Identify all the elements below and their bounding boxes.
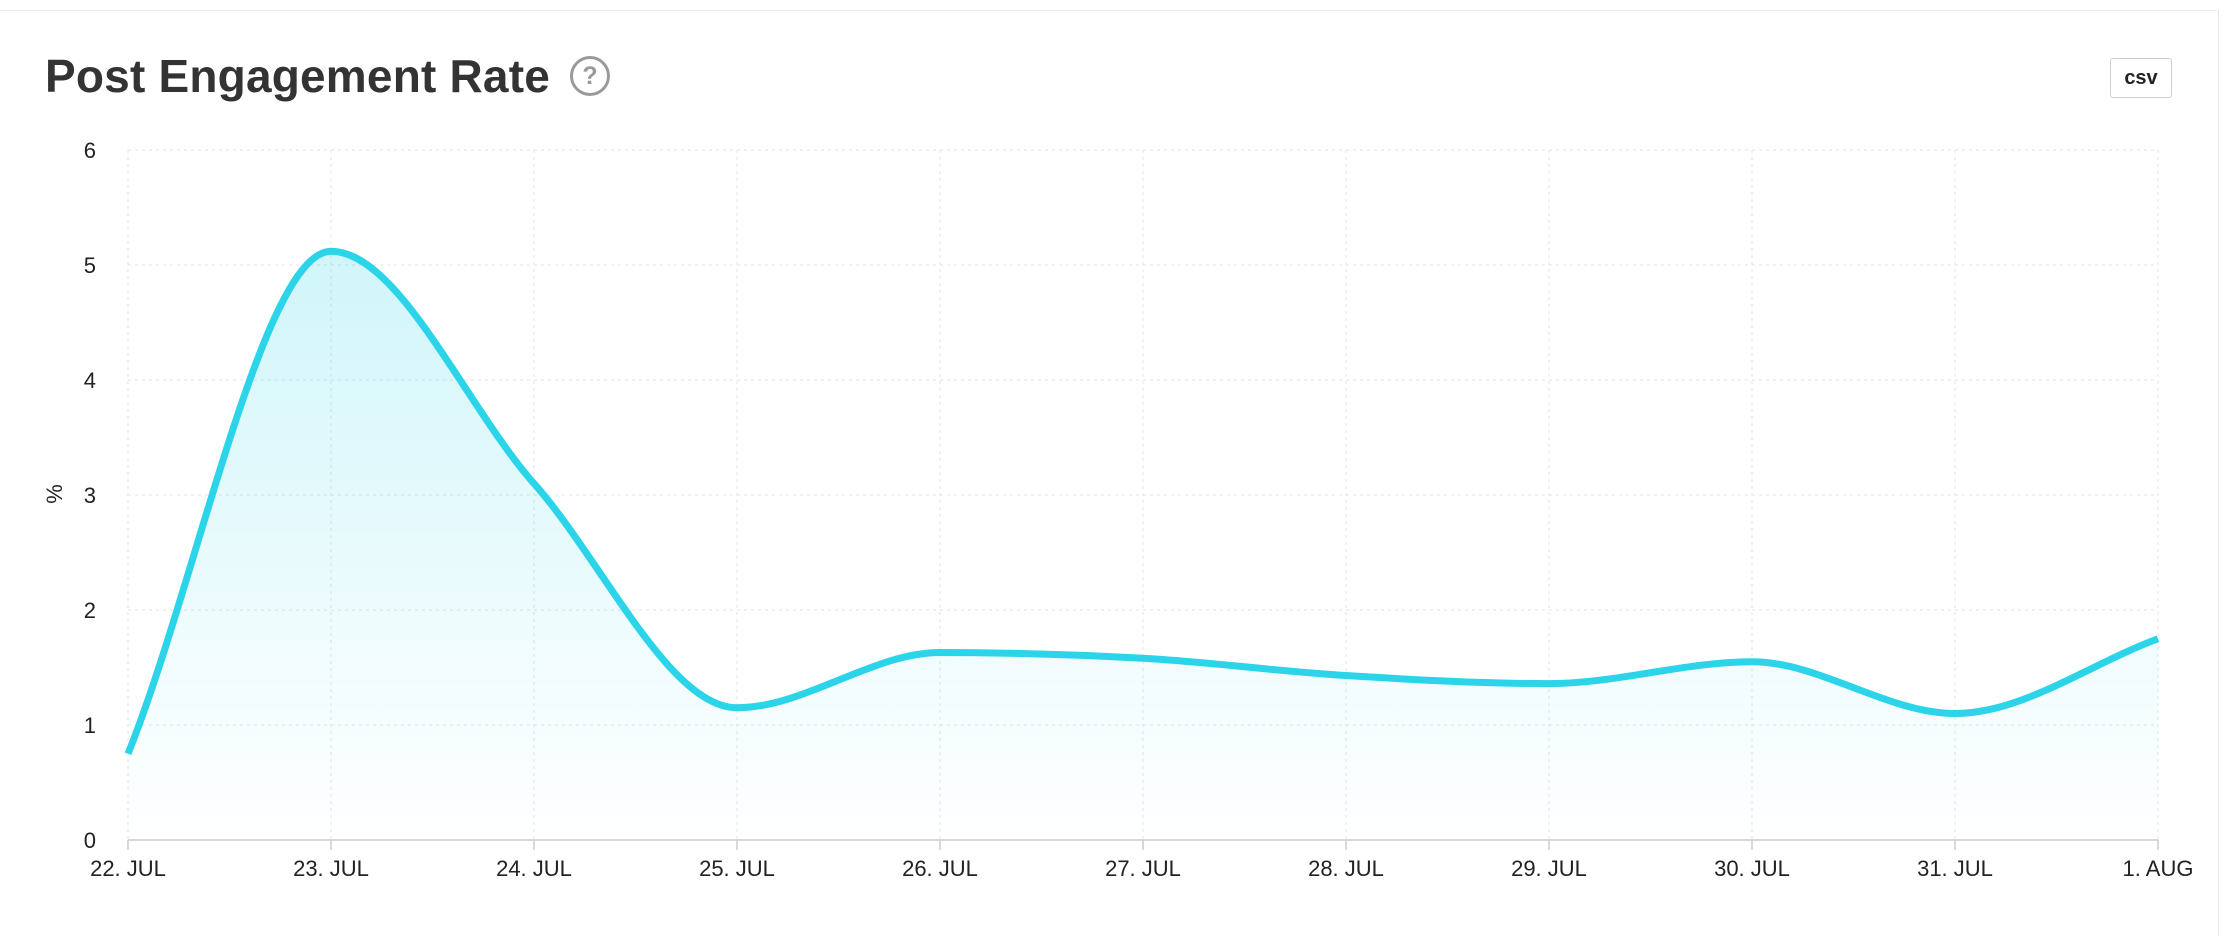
x-tick-label: 24. JUL xyxy=(496,856,572,881)
series-area xyxy=(128,251,2158,840)
y-tick-label: 3 xyxy=(84,483,96,508)
line-layer xyxy=(118,241,2168,764)
chart-header: Post Engagement Rate ? xyxy=(45,49,610,103)
chart-title: Post Engagement Rate xyxy=(45,50,550,102)
x-tick-label: 23. JUL xyxy=(293,856,369,881)
x-tick-label: 27. JUL xyxy=(1105,856,1181,881)
data-point[interactable] xyxy=(524,474,544,494)
x-tick-label: 30. JUL xyxy=(1714,856,1790,881)
x-tick-label: 1. AUG xyxy=(2123,856,2194,881)
series-line xyxy=(124,247,2160,756)
data-point[interactable] xyxy=(118,744,138,764)
x-tick-label: 26. JUL xyxy=(902,856,978,881)
x-tick-label: 28. JUL xyxy=(1308,856,1384,881)
data-point[interactable] xyxy=(1133,648,1153,668)
csv-export-button[interactable]: csv xyxy=(2110,58,2172,98)
y-tick-label: 6 xyxy=(84,138,96,163)
y-tick-label: 0 xyxy=(84,828,96,853)
data-point[interactable] xyxy=(1539,674,1559,694)
question-circle-icon[interactable]: ? xyxy=(570,56,610,96)
data-point[interactable] xyxy=(930,643,950,663)
data-point[interactable] xyxy=(2148,629,2168,649)
x-tick-label: 29. JUL xyxy=(1511,856,1587,881)
y-tick-label: 5 xyxy=(84,253,96,278)
y-tick-label: 2 xyxy=(84,598,96,623)
data-point[interactable] xyxy=(1945,704,1965,724)
axis-layer: 0 1 2 3 4 5 6 22. JUL 23. JUL 24. JUL 25. JUL 26. J… xyxy=(84,138,2194,881)
area-layer xyxy=(128,251,2158,840)
data-point[interactable] xyxy=(1336,666,1356,686)
y-axis-title: % xyxy=(42,484,67,504)
x-tick-label: 22. JUL xyxy=(90,856,166,881)
y-tick-label: 4 xyxy=(84,368,96,393)
x-tick-label: 31. JUL xyxy=(1917,856,1993,881)
data-point[interactable] xyxy=(321,241,341,261)
x-tick-label: 25. JUL xyxy=(699,856,775,881)
data-point[interactable] xyxy=(1742,652,1762,672)
data-point[interactable] xyxy=(727,698,747,718)
y-tick-label: 1 xyxy=(84,713,96,738)
